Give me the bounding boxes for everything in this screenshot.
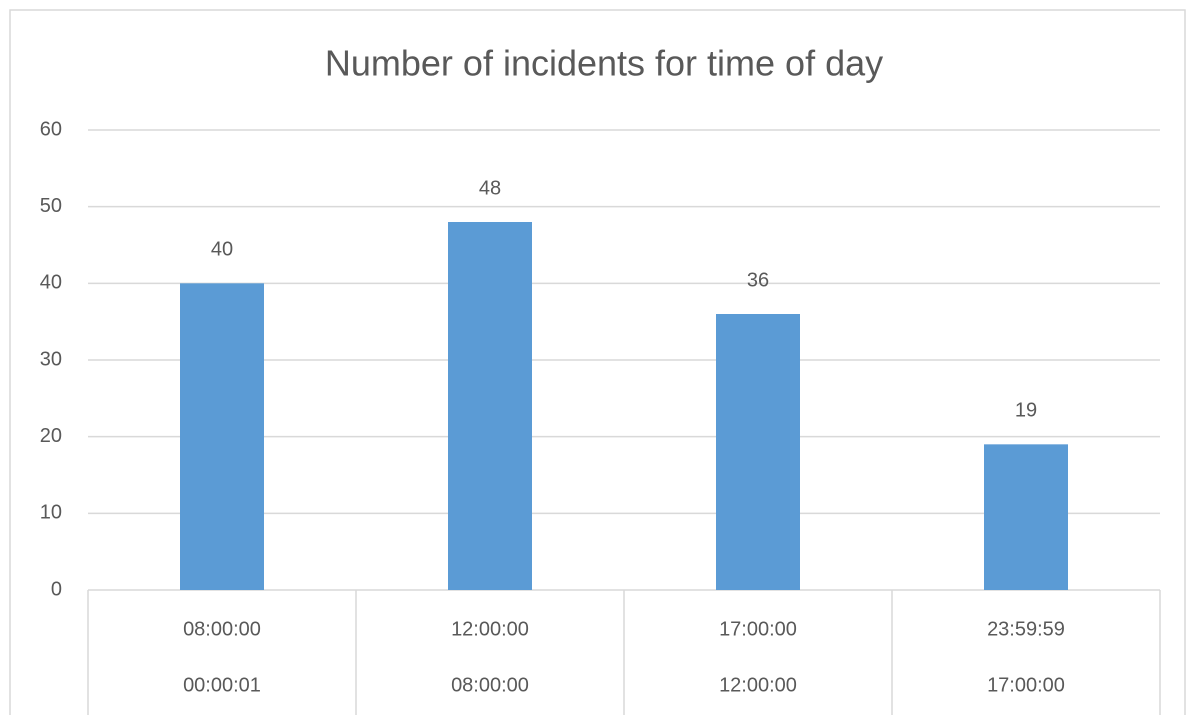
data-label: 40 (211, 239, 233, 261)
y-tick-label: 10 (40, 502, 62, 524)
bar (984, 444, 1068, 590)
y-tick-label: 50 (40, 195, 62, 217)
x-tick-label: 08:00:00 (451, 674, 529, 696)
y-tick-label: 0 (51, 578, 62, 600)
y-tick-label: 60 (40, 118, 62, 140)
y-tick-label: 40 (40, 272, 62, 294)
bar (180, 283, 264, 590)
y-tick-label: 30 (40, 348, 62, 370)
data-label: 19 (1015, 400, 1037, 422)
x-tick-label: 17:00:00 (987, 674, 1065, 696)
bar (716, 314, 800, 590)
x-tick-label: 08:00:00 (183, 618, 261, 640)
x-tick-label: 12:00:00 (451, 618, 529, 640)
y-tick-label: 20 (40, 425, 62, 447)
x-tick-label: 17:00:00 (719, 618, 797, 640)
chart-title: Number of incidents for time of day (325, 43, 883, 84)
bar (448, 222, 532, 590)
data-label: 36 (747, 269, 769, 291)
x-tick-label: 12:00:00 (719, 674, 797, 696)
x-tick-label: 00:00:01 (183, 674, 261, 696)
data-label: 48 (479, 177, 501, 199)
x-tick-label: 23:59:59 (987, 618, 1065, 640)
